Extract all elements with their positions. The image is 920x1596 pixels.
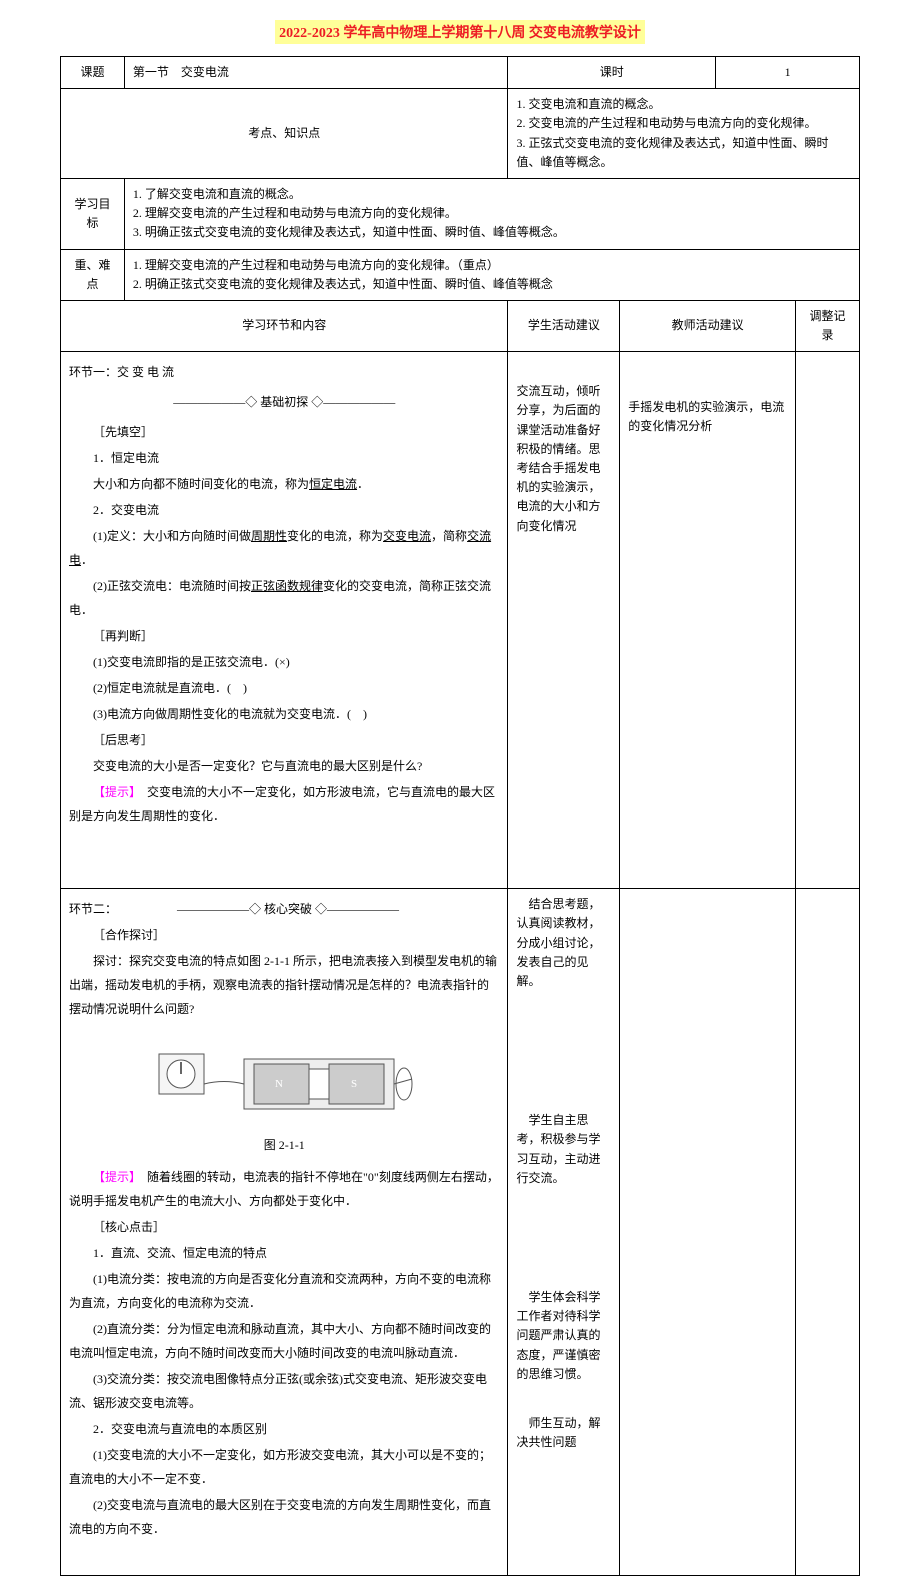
- s1-hint: 【提示】 交变电流的大小不一定变化，如方形波电流，它与直流电的最大区别是方向发生…: [69, 780, 499, 828]
- knowledge-label: 考点、知识点: [61, 89, 508, 179]
- section1-row: 环节一：交 变 电 流 ——————◇ 基础初探 ◇—————— ［先填空］ 1…: [61, 352, 860, 889]
- basics-divider: ——————◇ 基础初探 ◇——————: [69, 390, 499, 414]
- svg-text:S: S: [351, 1078, 357, 1090]
- col-adjust: 调整记录: [796, 300, 860, 351]
- col-teacher: 教师活动建议: [620, 300, 796, 351]
- s2-c2: 2．交变电流与直流电的本质区别: [69, 1417, 499, 1441]
- s1-p4: (1)定义：大小和方向随时间做周期性变化的电流，称为交变电流，简称交流电．: [69, 524, 499, 572]
- s2-hint: 【提示】 随着线圈的转动，电流表的指针不停地在"0"刻度线两侧左右摆动，说明手摇…: [69, 1165, 499, 1213]
- keypoints-items: 1. 理解交变电流的产生过程和电动势与电流方向的变化规律。（重点） 2. 明确正…: [124, 249, 859, 300]
- coop-text: 探讨：探究交变电流的特点如图 2-1-1 所示，把电流表接入到模型发电机的输出端…: [69, 949, 499, 1021]
- keypoints-label: 重、难点: [61, 249, 125, 300]
- core-label: ［核心点击］: [69, 1215, 499, 1239]
- s1-p2: 大小和方向都不随时间变化的电流，称为恒定电流．: [69, 472, 499, 496]
- section1-teacher: 手摇发电机的实验演示，电流的变化情况分析: [620, 352, 796, 889]
- column-headers: 学习环节和内容 学生活动建议 教师活动建议 调整记录: [61, 300, 860, 351]
- s2-c1-3: (3)交流分类：按交流电图像特点分正弦(或余弦)式交变电流、矩形波交变电流、锯形…: [69, 1367, 499, 1415]
- col-content: 学习环节和内容: [61, 300, 508, 351]
- lesson-table: 课题 第一节 交变电流 课时 1 考点、知识点 1. 交变电流和直流的概念。 2…: [60, 56, 860, 1576]
- s1-p1: 1．恒定电流: [69, 446, 499, 470]
- header-row: 课题 第一节 交变电流 课时 1: [61, 57, 860, 89]
- generator-figure: N S 图 2-1-1: [69, 1029, 499, 1157]
- section2-row: 环节二：——————◇ 核心突破 ◇—————— ［合作探讨］ 探讨：探究交变电…: [61, 889, 860, 1576]
- svg-text:N: N: [275, 1078, 283, 1090]
- section2-heading: 环节二：——————◇ 核心突破 ◇——————: [69, 897, 499, 921]
- knowledge-item: 3. 正弦式交变电流的变化规律及表达式，知道中性面、瞬时值、峰值等概念。: [516, 134, 851, 172]
- col-student: 学生活动建议: [508, 300, 620, 351]
- s1-p5: (2)正弦交流电：电流随时间按正弦函数规律变化的交变电流，简称正弦交流电．: [69, 574, 499, 622]
- knowledge-items: 1. 交变电流和直流的概念。 2. 交变电流的产生过程和电动势与电流方向的变化规…: [508, 89, 860, 179]
- figure-caption: 图 2-1-1: [69, 1133, 499, 1157]
- period-label: 课时: [508, 57, 716, 89]
- generator-illustration: N S: [154, 1029, 414, 1129]
- think-label: ［后思考］: [69, 728, 499, 752]
- goals-row: 学习目标 1. 了解交变电流和直流的概念。 2. 理解交变电流的产生过程和电动势…: [61, 178, 860, 249]
- s2-c2-1: (1)交变电流的大小不一定变化，如方形波交变电流，其大小可以是不变的；直流电的大…: [69, 1443, 499, 1491]
- period-value: 1: [716, 57, 860, 89]
- s1-j2: (2)恒定电流就是直流电．( ): [69, 676, 499, 700]
- goal-item: 3. 明确正弦式交变电流的变化规律及表达式，知道中性面、瞬时值、峰值等概念。: [133, 223, 851, 242]
- keypoint-item: 1. 理解交变电流的产生过程和电动势与电流方向的变化规律。（重点）: [133, 256, 851, 275]
- topic-label: 课题: [61, 57, 125, 89]
- document-title: 2022-2023 学年高中物理上学期第十八周 交变电流教学设计: [275, 20, 645, 44]
- judge-label: ［再判断］: [69, 624, 499, 648]
- s1-p3: 2．交变电流: [69, 498, 499, 522]
- section2-student: 结合思考题，认真阅读教材，分成小组讨论，发表自己的见解。 学生自主思考，积极参与…: [508, 889, 620, 1576]
- s2-c1-2: (2)直流分类：分为恒定电流和脉动直流，其中大小、方向都不随时间改变的电流叫恒定…: [69, 1317, 499, 1365]
- keypoint-item: 2. 明确正弦式交变电流的变化规律及表达式，知道中性面、瞬时值、峰值等概念: [133, 275, 851, 294]
- section1-heading: 环节一：交 变 电 流: [69, 360, 499, 384]
- coop-label: ［合作探讨］: [69, 923, 499, 947]
- s2-c1-1: (1)电流分类：按电流的方向是否变化分直流和交流两种，方向不变的电流称为直流，方…: [69, 1267, 499, 1315]
- knowledge-row: 考点、知识点 1. 交变电流和直流的概念。 2. 交变电流的产生过程和电动势与电…: [61, 89, 860, 179]
- section1-student: 交流互动，倾听分享，为后面的课堂活动准备好积极的情绪。思考结合手摇发电机的实验演…: [508, 352, 620, 889]
- topic-value: 第一节 交变电流: [124, 57, 508, 89]
- knowledge-item: 2. 交变电流的产生过程和电动势与电流方向的变化规律。: [516, 114, 851, 133]
- s1-j1: (1)交变电流即指的是正弦交流电．(×): [69, 650, 499, 674]
- goals-items: 1. 了解交变电流和直流的概念。 2. 理解交变电流的产生过程和电动势与电流方向…: [124, 178, 859, 249]
- keypoints-row: 重、难点 1. 理解交变电流的产生过程和电动势与电流方向的变化规律。（重点） 2…: [61, 249, 860, 300]
- hint-label: 【提示】: [93, 1170, 135, 1184]
- knowledge-item: 1. 交变电流和直流的概念。: [516, 95, 851, 114]
- s2-c1: 1．直流、交流、恒定电流的特点: [69, 1241, 499, 1265]
- goals-label: 学习目标: [61, 178, 125, 249]
- section1-content: 环节一：交 变 电 流 ——————◇ 基础初探 ◇—————— ［先填空］ 1…: [61, 352, 508, 889]
- section2-adjust: [796, 889, 860, 1576]
- s1-j3: (3)电流方向做周期性变化的电流就为交变电流．( ): [69, 702, 499, 726]
- hint-label: 【提示】: [93, 785, 135, 799]
- section1-adjust: [796, 352, 860, 889]
- section2-content: 环节二：——————◇ 核心突破 ◇—————— ［合作探讨］ 探讨：探究交变电…: [61, 889, 508, 1576]
- think-q: 交变电流的大小是否一定变化？它与直流电的最大区别是什么?: [69, 754, 499, 778]
- goal-item: 2. 理解交变电流的产生过程和电动势与电流方向的变化规律。: [133, 204, 851, 223]
- goal-item: 1. 了解交变电流和直流的概念。: [133, 185, 851, 204]
- section2-teacher: [620, 889, 796, 1576]
- s2-c2-2: (2)交变电流与直流电的最大区别在于交变电流的方向发生周期性变化，而直流电的方向…: [69, 1493, 499, 1541]
- fill-label: ［先填空］: [69, 420, 499, 444]
